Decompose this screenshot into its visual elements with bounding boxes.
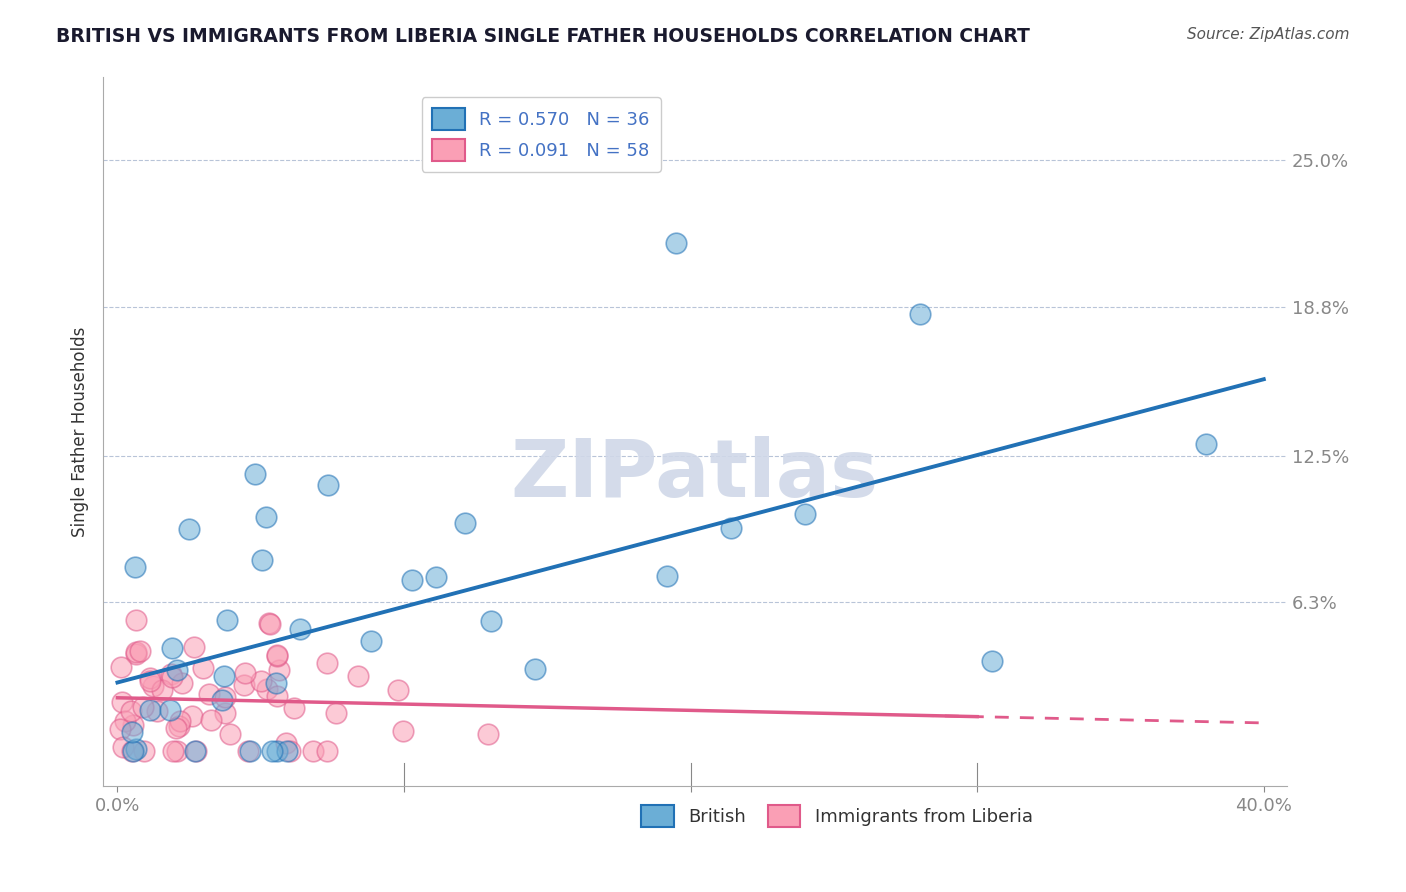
Point <box>250 553 273 567</box>
Legend: British, Immigrants from Liberia: British, Immigrants from Liberia <box>634 797 1040 834</box>
Point <box>193 661 215 675</box>
Point <box>908 307 931 321</box>
Point <box>124 560 146 574</box>
Point <box>217 613 239 627</box>
Point <box>391 723 413 738</box>
Point <box>160 670 183 684</box>
Point <box>266 744 288 758</box>
Point <box>401 573 423 587</box>
Point <box>266 689 288 703</box>
Point <box>233 678 256 692</box>
Point <box>142 679 165 693</box>
Point <box>160 667 183 681</box>
Point <box>1195 437 1218 451</box>
Point <box>387 683 409 698</box>
Point <box>110 723 132 737</box>
Point <box>453 516 475 530</box>
Point <box>233 665 256 680</box>
Point <box>150 682 173 697</box>
Point <box>111 695 134 709</box>
Point <box>219 726 242 740</box>
Point <box>214 706 236 720</box>
Point <box>169 714 191 728</box>
Point <box>122 743 145 757</box>
Point <box>236 744 259 758</box>
Text: BRITISH VS IMMIGRANTS FROM LIBERIA SINGLE FATHER HOUSEHOLDS CORRELATION CHART: BRITISH VS IMMIGRANTS FROM LIBERIA SINGL… <box>56 27 1031 45</box>
Point <box>165 721 187 735</box>
Point <box>347 669 370 683</box>
Point <box>477 727 499 741</box>
Point <box>283 701 305 715</box>
Point <box>266 648 288 663</box>
Point <box>125 645 148 659</box>
Point <box>180 709 202 723</box>
Point <box>132 700 155 714</box>
Point <box>211 692 233 706</box>
Point <box>315 657 337 671</box>
Point <box>981 654 1004 668</box>
Point <box>266 648 288 663</box>
Point <box>124 647 146 661</box>
Point <box>183 640 205 654</box>
Point <box>166 663 188 677</box>
Point <box>259 617 281 632</box>
Point <box>128 644 150 658</box>
Point <box>172 675 194 690</box>
Point <box>162 744 184 758</box>
Point <box>262 744 284 758</box>
Point <box>523 662 546 676</box>
Point <box>120 704 142 718</box>
Point <box>121 744 143 758</box>
Point <box>657 569 679 583</box>
Point <box>184 744 207 758</box>
Point <box>301 744 323 758</box>
Point <box>245 467 267 482</box>
Point <box>254 510 277 524</box>
Point <box>110 659 132 673</box>
Point <box>122 718 145 732</box>
Y-axis label: Single Father Households: Single Father Households <box>72 326 89 537</box>
Point <box>665 235 688 250</box>
Point <box>276 744 298 758</box>
Point <box>166 744 188 758</box>
Point <box>360 634 382 648</box>
Point <box>146 704 169 718</box>
Point <box>114 714 136 728</box>
Text: ZIPatlas: ZIPatlas <box>510 435 879 514</box>
Point <box>274 736 297 750</box>
Point <box>239 744 262 758</box>
Point <box>121 725 143 739</box>
Point <box>212 668 235 682</box>
Point <box>184 744 207 758</box>
Point <box>269 663 291 677</box>
Point <box>278 744 301 758</box>
Point <box>316 744 339 758</box>
Point <box>316 478 339 492</box>
Point <box>425 570 447 584</box>
Point <box>288 622 311 636</box>
Point <box>169 719 191 733</box>
Point <box>325 706 347 720</box>
Point <box>793 507 815 521</box>
Point <box>214 690 236 704</box>
Point <box>257 615 280 630</box>
Point <box>124 742 146 756</box>
Point <box>179 522 201 536</box>
Point <box>720 521 742 535</box>
Text: Source: ZipAtlas.com: Source: ZipAtlas.com <box>1187 27 1350 42</box>
Point <box>138 674 160 689</box>
Point <box>266 675 288 690</box>
Point <box>256 682 278 697</box>
Point <box>479 614 502 628</box>
Point <box>112 739 135 754</box>
Point <box>132 744 155 758</box>
Point <box>139 703 162 717</box>
Point <box>125 613 148 627</box>
Point <box>250 674 273 689</box>
Point <box>200 713 222 727</box>
Point <box>139 671 162 685</box>
Point <box>162 640 184 655</box>
Point <box>159 703 181 717</box>
Point <box>198 687 221 701</box>
